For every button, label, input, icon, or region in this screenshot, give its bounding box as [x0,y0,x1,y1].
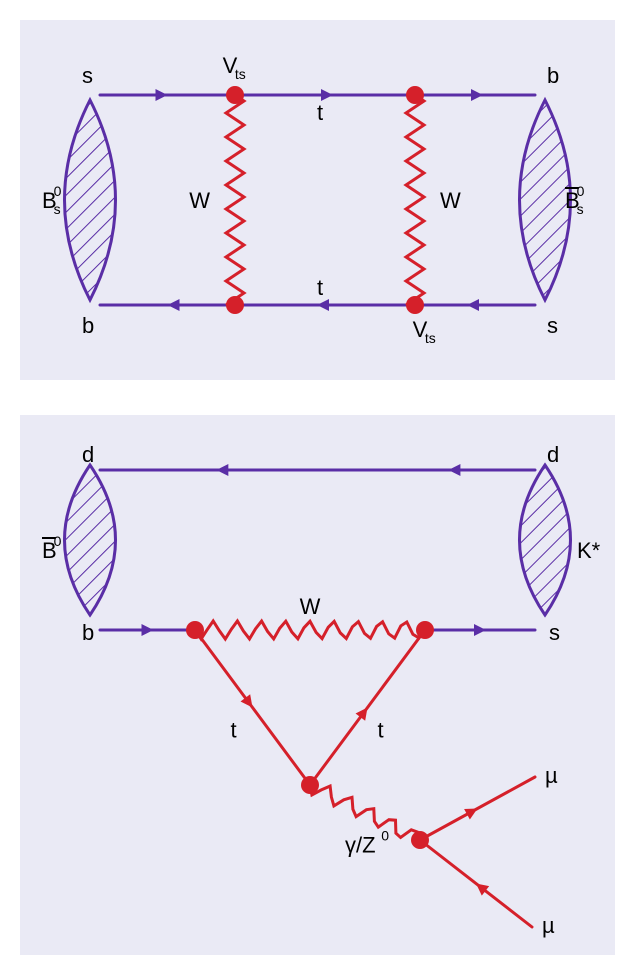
svg-text:s: s [549,620,560,645]
svg-text:γ/Z: γ/Z [345,833,376,858]
svg-text:s: s [54,201,61,217]
svg-text:t: t [317,275,323,300]
svg-text:b: b [82,313,94,338]
svg-text:0: 0 [54,183,62,199]
svg-text:t: t [378,718,384,743]
bottom-panel: ddbsWttγ/Z0µµB0K* [20,415,615,955]
svg-text:0: 0 [54,533,62,549]
svg-text:K*: K* [577,538,601,563]
top-panel: sbbsVtsVtsttWWBs0Bs0 [20,20,615,380]
svg-text:0: 0 [577,183,585,199]
svg-text:µ: µ [545,763,558,788]
svg-text:0: 0 [381,828,389,844]
svg-text:d: d [547,442,559,467]
svg-text:d: d [82,442,94,467]
svg-text:s: s [82,63,93,88]
svg-text:t: t [317,100,323,125]
svg-text:b: b [547,63,559,88]
svg-text:W: W [300,594,321,619]
svg-text:s: s [547,313,558,338]
svg-text:W: W [440,188,461,213]
svg-text:W: W [189,188,210,213]
svg-text:µ: µ [542,913,555,938]
svg-text:b: b [82,620,94,645]
svg-text:s: s [577,201,584,217]
svg-text:ts: ts [425,330,436,346]
svg-text:t: t [231,718,237,743]
svg-text:ts: ts [235,66,246,82]
